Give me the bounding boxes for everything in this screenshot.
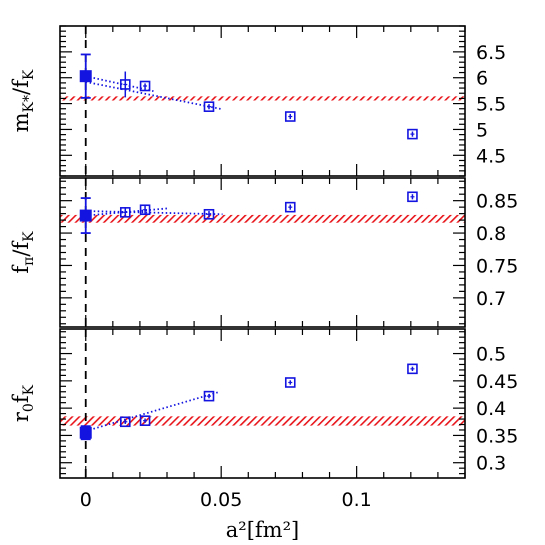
point-top-3 (284, 111, 296, 122)
fit-line-top-1 (85, 80, 223, 111)
ytick-label-bottom-2: 0.4 (476, 398, 506, 420)
fit-line-top-0 (85, 75, 154, 93)
point-middle-4 (407, 191, 418, 203)
continuum-point-top (79, 70, 92, 83)
ytick-label-middle-1: 0.75 (476, 255, 518, 277)
frame-middle (59, 177, 466, 328)
fit-line-middle-1 (85, 210, 223, 216)
ylabel-top: mK*/fK (9, 69, 37, 132)
ytick-label-bottom-4: 0.5 (476, 344, 506, 366)
point-middle-3 (284, 201, 296, 213)
xtick-label-2: 0.1 (342, 489, 372, 511)
ytick-label-top-4: 6.5 (476, 42, 506, 64)
ylabel-bottom: r0fK (9, 384, 37, 422)
panel-bottom-marks (59, 328, 466, 479)
panel-middle-marks (59, 177, 466, 328)
point-middle-1 (139, 204, 151, 216)
panel-top: 4.5 5 5.5 6 6.5 mK*/fK (9, 42, 506, 167)
point-top-2 (203, 101, 215, 112)
point-bottom-3 (284, 377, 296, 388)
point-bottom-2 (203, 390, 215, 402)
point-middle-2 (203, 208, 215, 220)
ytick-label-top-0: 4.5 (476, 145, 506, 167)
point-middle-0 (119, 207, 131, 218)
panel-middle: 0.7 0.75 0.8 0.85 fπ/fK (9, 191, 518, 310)
band-top (60, 96, 465, 101)
ytick-label-middle-2: 0.8 (476, 223, 506, 245)
ytick-label-top-2: 5.5 (476, 94, 506, 116)
point-bottom-0 (119, 416, 131, 428)
frame-bottom (59, 328, 466, 479)
ytick-label-middle-0: 0.7 (476, 288, 506, 310)
xlabel: a²[fm²] (226, 518, 299, 542)
ytick-label-bottom-1: 0.35 (476, 425, 518, 447)
continuum-point-middle (79, 209, 92, 222)
xtick-label-1: 0.05 (200, 489, 242, 511)
fit-line-bottom-0 (85, 390, 221, 432)
ytick-label-bottom-3: 0.45 (476, 371, 518, 393)
point-top-1 (139, 80, 151, 92)
panel-bottom: 0.3 0.35 0.4 0.45 0.5 r0fK 0 0.05 0.1 a²… (9, 344, 518, 542)
point-bottom-4 (407, 363, 418, 375)
panel-top-marks (59, 25, 466, 177)
ytick-label-top-1: 5 (476, 119, 488, 141)
point-top-4 (407, 128, 418, 140)
ytick-label-top-3: 6 (476, 68, 488, 90)
xtick-label-0: 0 (80, 489, 92, 511)
band-middle (60, 214, 465, 223)
band-bottom (60, 416, 465, 426)
ytick-label-middle-3: 0.85 (476, 191, 518, 213)
continuum-point-bottom (79, 426, 92, 439)
point-top-0 (119, 79, 131, 90)
ylabel-middle: fπ/fK (9, 231, 37, 274)
point-bottom-1 (139, 415, 151, 426)
frame-top (59, 25, 466, 177)
ytick-label-bottom-0: 0.3 (476, 453, 506, 475)
